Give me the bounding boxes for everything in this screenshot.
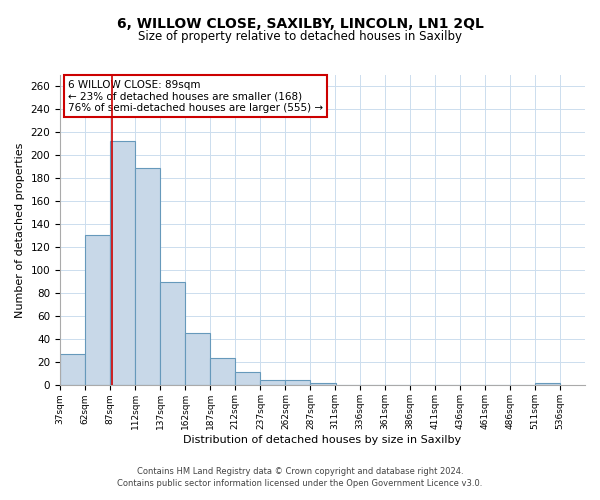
Bar (85, 235, 110, 386)
Text: Contains HM Land Registry data © Crown copyright and database right 2024.
Contai: Contains HM Land Registry data © Crown c… (118, 466, 482, 487)
Text: 6 WILLOW CLOSE: 89sqm
← 23% of detached houses are smaller (168)
76% of semi-det: 6 WILLOW CLOSE: 89sqm ← 23% of detached … (68, 80, 323, 113)
Bar (310, 383, 335, 386)
Y-axis label: Number of detached properties: Number of detached properties (15, 142, 25, 318)
Bar (160, 282, 185, 386)
Bar (60, 354, 85, 386)
Bar (185, 332, 211, 386)
X-axis label: Distribution of detached houses by size in Saxilby: Distribution of detached houses by size … (184, 435, 461, 445)
Bar (211, 358, 235, 386)
Text: 6, WILLOW CLOSE, SAXILBY, LINCOLN, LN1 2QL: 6, WILLOW CLOSE, SAXILBY, LINCOLN, LN1 2… (116, 18, 484, 32)
Bar (260, 380, 286, 386)
Bar (286, 380, 310, 386)
Bar (535, 383, 560, 386)
Bar (110, 140, 135, 386)
Text: Size of property relative to detached houses in Saxilby: Size of property relative to detached ho… (138, 30, 462, 43)
Bar (235, 372, 260, 386)
Bar (135, 168, 160, 386)
